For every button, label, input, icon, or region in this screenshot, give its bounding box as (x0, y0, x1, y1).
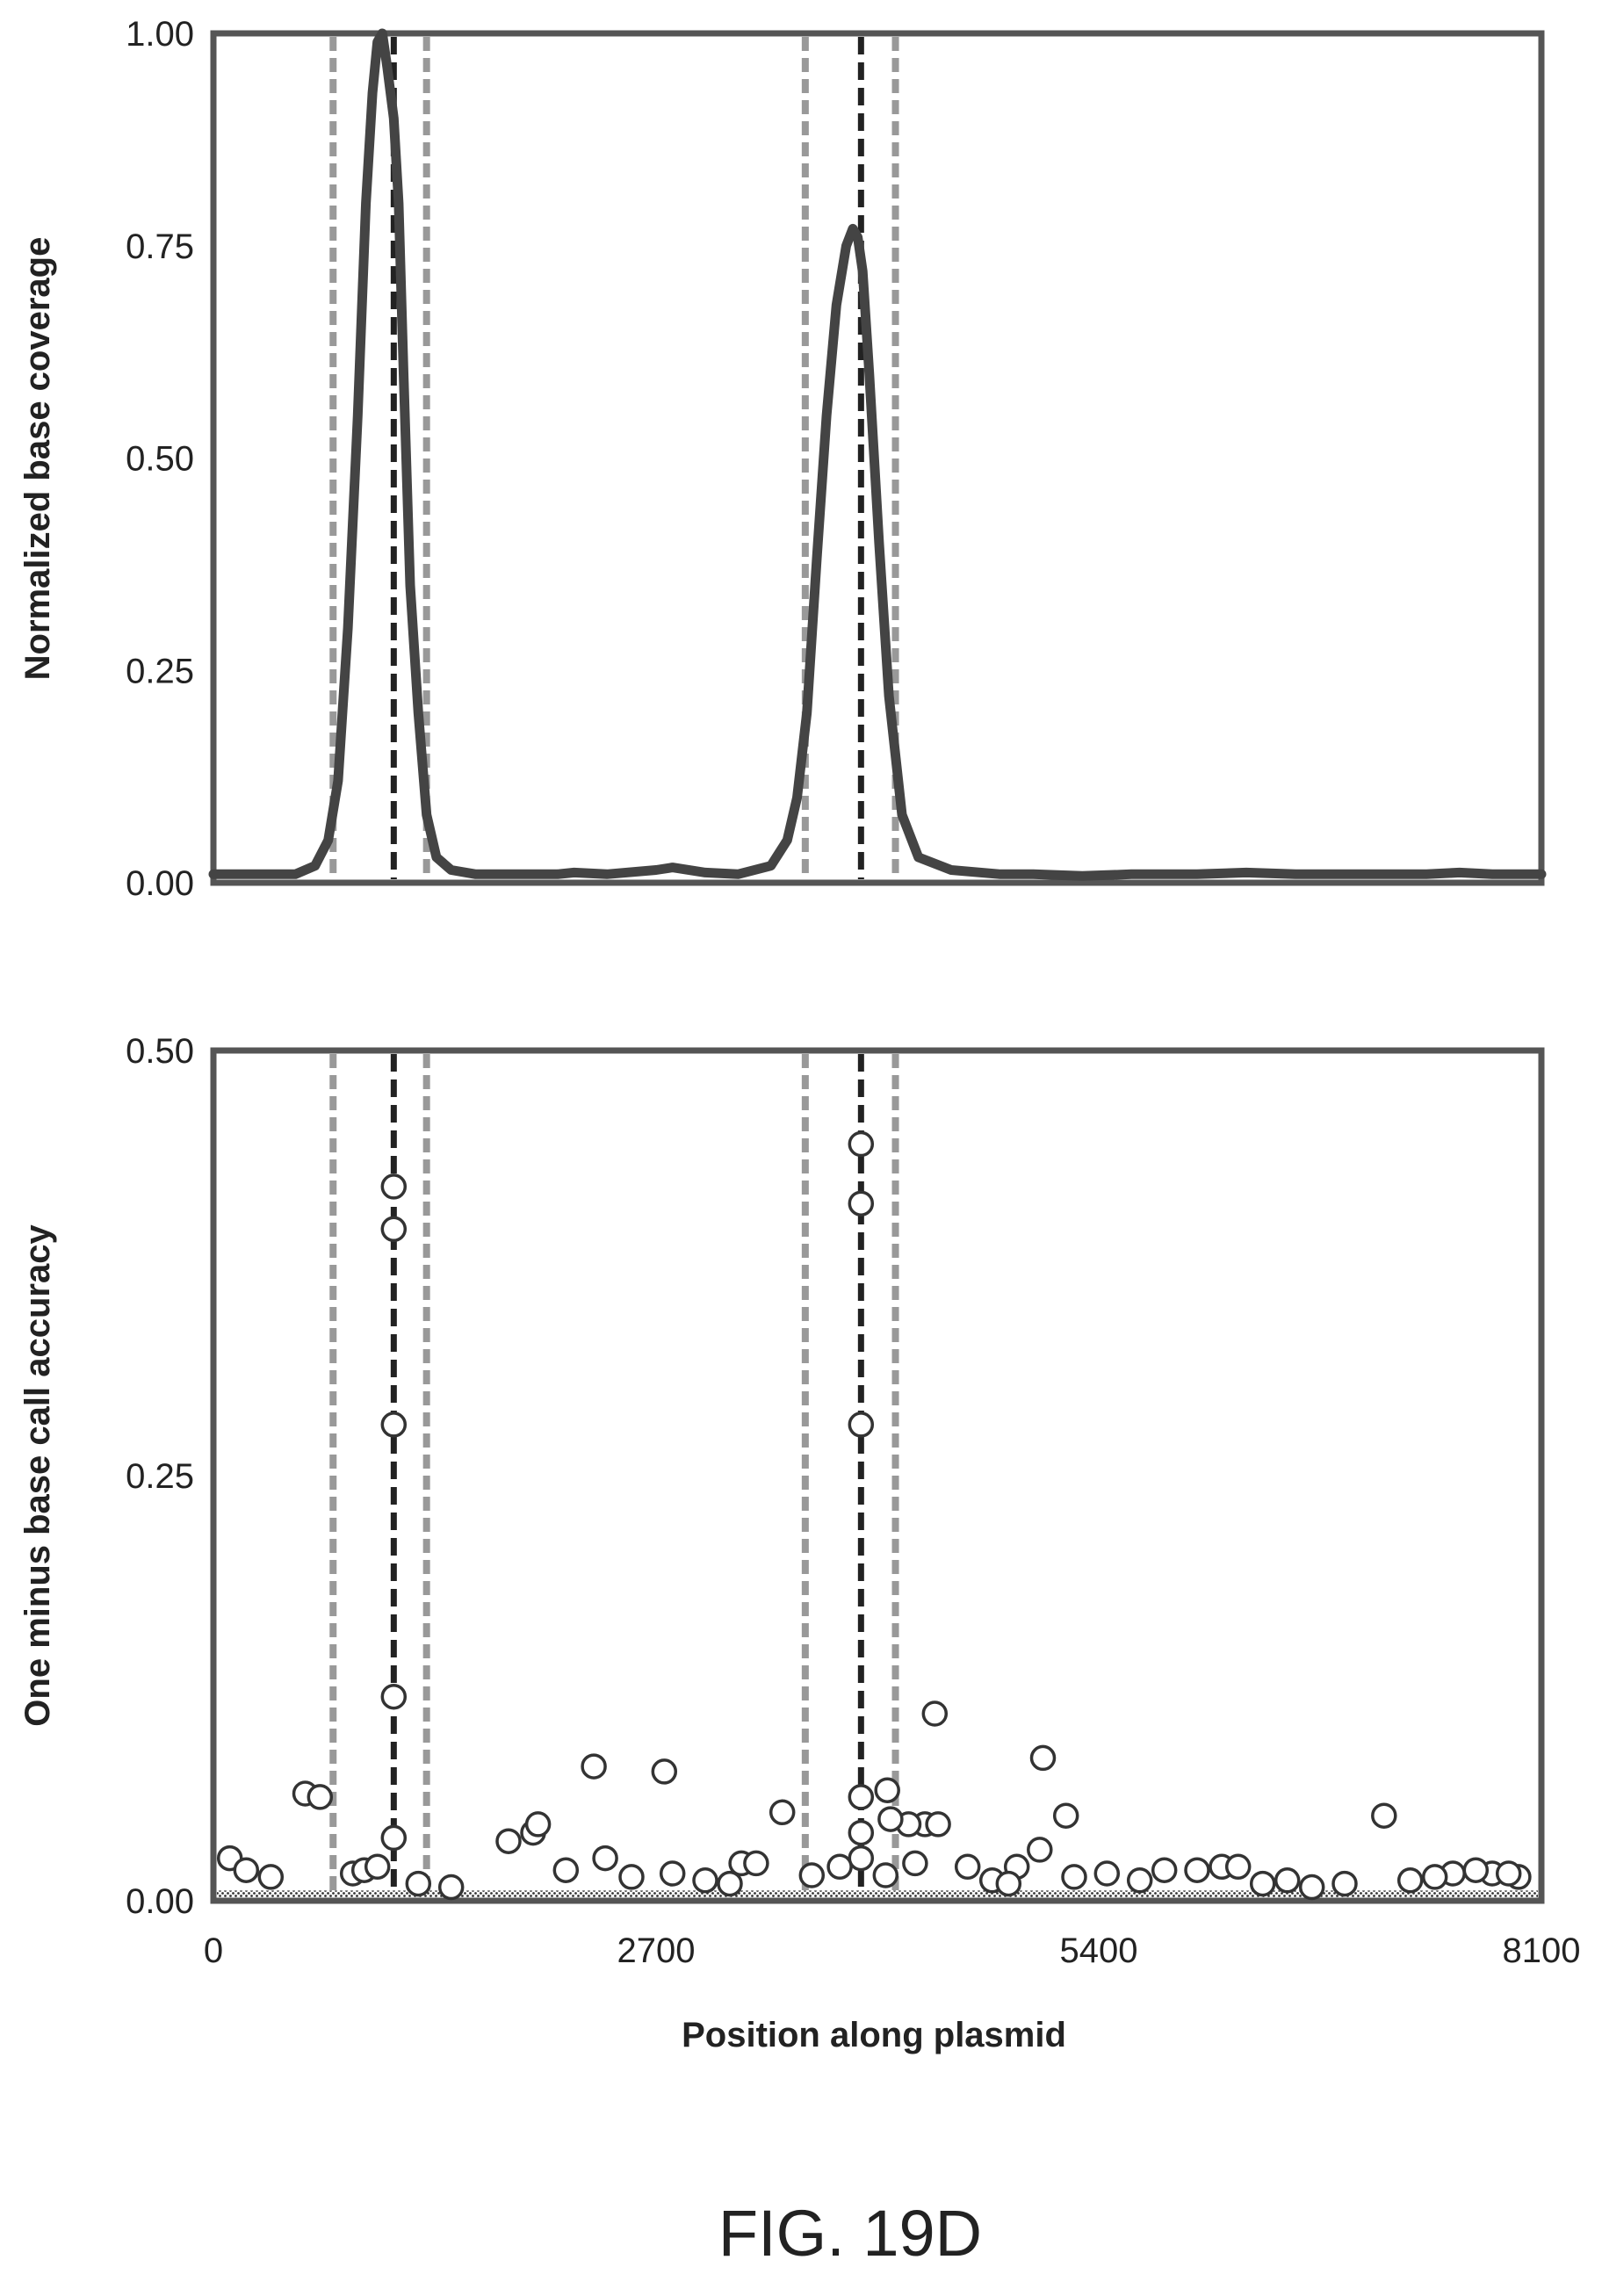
scatter-point (692, 1867, 718, 1894)
scatter-point (826, 1853, 853, 1881)
y-tick-label: 0.25 (126, 652, 194, 690)
scatter-point (437, 1874, 465, 1901)
x-tick-label: 5400 (1060, 1931, 1138, 1970)
scatter-point (495, 1828, 522, 1854)
y-tick-label: 0.25 (126, 1457, 194, 1496)
scatter-point (848, 1845, 875, 1872)
scatter-point (1331, 1870, 1358, 1897)
scatter-point (1184, 1857, 1210, 1883)
scatter-point (1027, 1837, 1053, 1863)
y-tick-label: 0.75 (126, 227, 194, 266)
scatter-point (743, 1850, 769, 1877)
scatter-point (380, 1412, 408, 1438)
scatter-point (1126, 1867, 1153, 1894)
scatter-point (954, 1853, 981, 1881)
scatter-point (872, 1862, 899, 1888)
y-tick-label: 0.50 (126, 440, 194, 479)
x-tick-label: 0 (204, 1931, 223, 1970)
scatter-point (925, 1811, 951, 1838)
scatter-point (848, 1130, 875, 1158)
scatter-point (877, 1806, 904, 1832)
coverage-chart: 0.00 0.25 0.50 0.75 1.00 Normalized base cov… (18, 15, 1547, 903)
scatter-point (1421, 1864, 1448, 1890)
scatter-point (233, 1857, 260, 1883)
scatter-point (769, 1799, 796, 1826)
accuracy-y-axis-label: One minus base call accuracy (18, 1224, 57, 1727)
scatter-point (380, 1173, 408, 1200)
scatter-point (1249, 1870, 1276, 1897)
coverage-line (208, 28, 1547, 881)
coverage-plot-frame (210, 30, 1545, 886)
scatter-point (1151, 1857, 1178, 1883)
scatter-point (552, 1857, 580, 1883)
coverage-y-axis-label: Normalized base coverage (18, 237, 57, 681)
scatter-point (581, 1753, 607, 1780)
scatter-point (307, 1784, 334, 1810)
scatter-point (618, 1864, 645, 1890)
x-tick-label: 2700 (617, 1931, 696, 1970)
scatter-point (921, 1700, 949, 1727)
scatter-point (524, 1811, 552, 1838)
y-tick-label: 1.00 (126, 15, 194, 54)
scatter-point (995, 1870, 1022, 1897)
scatter-point (364, 1853, 391, 1881)
scatter-point (1462, 1857, 1490, 1883)
scatter-point (874, 1777, 900, 1803)
scatter-point (848, 1412, 875, 1438)
y-tick-label: 0.50 (126, 1032, 194, 1071)
scatter-point (1029, 1744, 1057, 1772)
scatter-point (380, 1216, 408, 1243)
scatter-point (1371, 1802, 1397, 1829)
x-axis-label: Position along plasmid (682, 2016, 1066, 2054)
scatter-point (717, 1870, 743, 1897)
scatter-point (405, 1870, 432, 1897)
scatter-point (1274, 1867, 1301, 1894)
scatter-point (848, 1819, 875, 1846)
x-tick-label: 8100 (1503, 1931, 1581, 1970)
y-tick-label: 0.00 (126, 1882, 194, 1921)
scatter-point (592, 1845, 618, 1872)
y-tick-label: 0.00 (126, 864, 194, 903)
scatter-point (848, 1190, 875, 1217)
accuracy-chart: 0.00 0.25 0.50 0 2700 5400 8100 One minus bas… (18, 1032, 1580, 2054)
scatter-point (1061, 1864, 1087, 1890)
scatter-point (257, 1864, 285, 1890)
scatter-point (651, 1758, 678, 1785)
accuracy-plot-frame (210, 1047, 1545, 1904)
scatter-point (902, 1850, 928, 1877)
scatter-point (1052, 1802, 1079, 1829)
scatter-point (659, 1860, 686, 1887)
baseline-point-band (217, 1890, 1538, 1897)
scatter-point (380, 1683, 408, 1710)
scatter-point (1224, 1853, 1252, 1881)
scatter-point (1093, 1860, 1121, 1887)
scatter-point (1298, 1874, 1325, 1901)
scatter-point (1495, 1860, 1522, 1887)
scatter-point (380, 1824, 408, 1852)
scatter-point (798, 1862, 826, 1888)
figure-caption: FIG. 19D (718, 2197, 982, 2270)
scatter-point (848, 1784, 875, 1810)
scatter-point (1396, 1867, 1424, 1894)
